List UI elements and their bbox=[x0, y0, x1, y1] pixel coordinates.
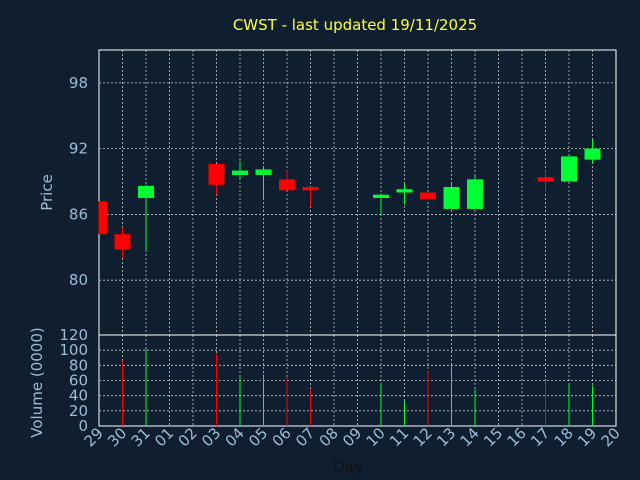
candle bbox=[537, 170, 554, 193]
x-tick-label: 19 bbox=[574, 424, 600, 450]
x-tick-label: 07 bbox=[292, 424, 318, 450]
candle bbox=[396, 183, 413, 205]
candle bbox=[584, 139, 601, 163]
candle-body bbox=[467, 179, 483, 209]
candle-body bbox=[396, 189, 413, 193]
x-axis-label: Day bbox=[333, 458, 363, 476]
candle-body bbox=[138, 185, 154, 198]
candle-body bbox=[420, 192, 436, 200]
candle bbox=[373, 193, 389, 216]
volume-tick-label: 80 bbox=[69, 356, 88, 374]
price-axis-label: Price bbox=[38, 174, 56, 211]
volume-axis-label: Volume (0000) bbox=[28, 327, 46, 437]
x-tick-label: 14 bbox=[457, 424, 483, 450]
candle bbox=[208, 164, 225, 195]
candle-body bbox=[373, 194, 389, 198]
volume-tick-label: 60 bbox=[69, 372, 88, 390]
x-tick-label: 09 bbox=[339, 424, 365, 450]
candle bbox=[561, 156, 577, 182]
x-tick-label: 08 bbox=[316, 424, 342, 450]
x-tick-label: 30 bbox=[104, 424, 130, 450]
x-tick-label: 16 bbox=[504, 424, 530, 450]
price-tick-label: 86 bbox=[69, 205, 88, 223]
candle bbox=[467, 176, 483, 209]
candle-body bbox=[561, 156, 577, 182]
x-tick-label: 06 bbox=[269, 424, 295, 450]
price-y-ticks: 80 86 92 98 bbox=[69, 74, 88, 289]
candle-body bbox=[584, 148, 601, 160]
price-panel: 80 86 92 98 Price bbox=[38, 49, 617, 336]
candle-body bbox=[99, 201, 107, 235]
candle-body bbox=[537, 177, 554, 182]
candle-body bbox=[279, 179, 295, 191]
x-tick-label: 31 bbox=[128, 424, 154, 450]
volume-grid bbox=[99, 335, 616, 426]
x-tick-label: 13 bbox=[433, 424, 459, 450]
volume-bars bbox=[122, 349, 593, 426]
price-plot-frame bbox=[98, 49, 617, 336]
price-grid bbox=[99, 50, 616, 335]
x-tick-label: 02 bbox=[175, 424, 201, 450]
candle bbox=[279, 170, 295, 191]
candle bbox=[98, 201, 107, 235]
candles bbox=[98, 139, 601, 259]
candle-body bbox=[114, 234, 131, 250]
candle bbox=[443, 182, 460, 209]
x-tick-label: 11 bbox=[386, 424, 412, 450]
candle-body bbox=[232, 170, 248, 175]
x-tick-label: 04 bbox=[222, 424, 248, 450]
x-tick-label: 05 bbox=[245, 424, 271, 450]
volume-tick-label: 100 bbox=[59, 341, 88, 359]
candle-body bbox=[255, 169, 272, 175]
x-tick-label: 18 bbox=[551, 424, 577, 450]
candle bbox=[232, 160, 248, 180]
x-tick-label: 12 bbox=[410, 424, 436, 450]
candle bbox=[114, 227, 131, 259]
x-tick-label: 17 bbox=[527, 424, 553, 450]
x-tick-label: 15 bbox=[480, 424, 506, 450]
x-tick-label: 01 bbox=[151, 424, 177, 450]
x-ticks: 2930310102030405060708091011121314151617… bbox=[81, 424, 624, 450]
candle bbox=[302, 187, 319, 207]
volume-tick-label: 20 bbox=[69, 402, 88, 420]
chart-title: CWST - last updated 19/11/2025 bbox=[233, 16, 477, 34]
price-tick-label: 92 bbox=[69, 140, 88, 158]
price-tick-label: 98 bbox=[69, 74, 88, 92]
candle-body bbox=[302, 187, 319, 191]
candle bbox=[255, 167, 272, 198]
x-tick-label: 10 bbox=[363, 424, 389, 450]
candle bbox=[420, 192, 436, 201]
x-tick-label: 03 bbox=[198, 424, 224, 450]
candle-body bbox=[443, 187, 460, 209]
x-tick-label: 20 bbox=[598, 424, 624, 450]
volume-tick-label: 120 bbox=[59, 326, 88, 344]
volume-tick-label: 0 bbox=[78, 417, 88, 435]
price-tick-label: 80 bbox=[69, 271, 88, 289]
volume-tick-label: 40 bbox=[69, 387, 88, 405]
candle-body bbox=[208, 164, 225, 185]
candle bbox=[138, 184, 154, 252]
